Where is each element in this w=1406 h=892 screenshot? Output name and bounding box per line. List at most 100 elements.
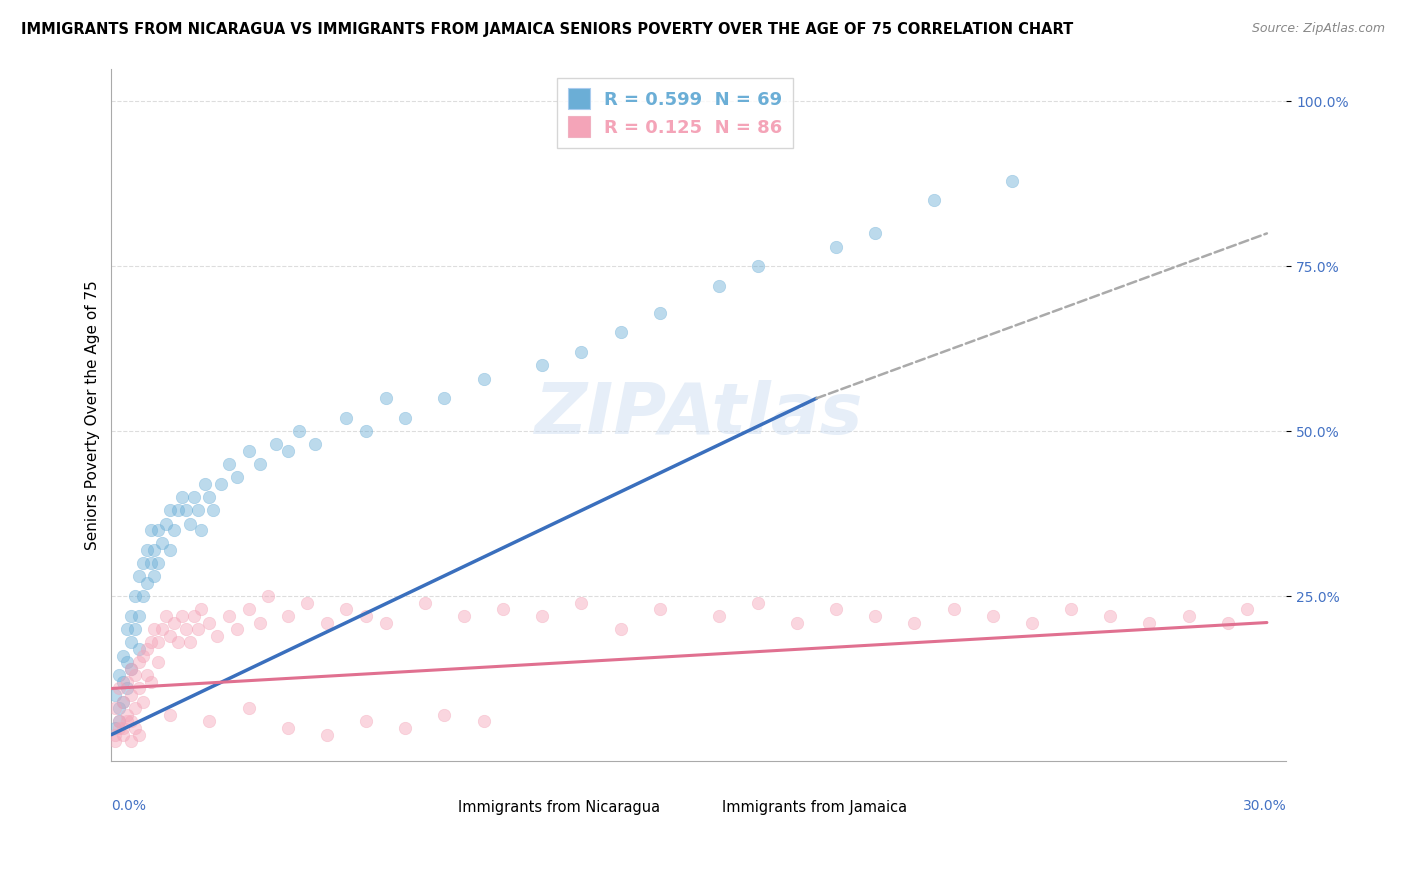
Point [531, 609, 554, 624]
Point [108, 721, 131, 735]
Point [394, 411, 416, 425]
Point [128, 728, 150, 742]
Point [277, 444, 299, 458]
Point [115, 707, 138, 722]
Point [187, 503, 209, 517]
Point [104, 721, 127, 735]
Point [198, 714, 221, 729]
Point [120, 635, 142, 649]
Point [453, 609, 475, 624]
Point [139, 556, 162, 570]
Point [159, 503, 181, 517]
Point [786, 615, 808, 630]
Text: 30.0%: 30.0% [1243, 799, 1286, 814]
Point [120, 734, 142, 748]
Point [190, 523, 212, 537]
Point [163, 615, 186, 630]
Point [922, 194, 945, 208]
Point [354, 424, 377, 438]
Point [1099, 609, 1122, 624]
Point [209, 477, 232, 491]
Point [825, 602, 848, 616]
Point [609, 622, 631, 636]
Point [148, 635, 170, 649]
Point [115, 681, 138, 696]
Point [104, 701, 127, 715]
Point [218, 609, 240, 624]
Point [150, 536, 173, 550]
Point [155, 609, 177, 624]
Point [571, 345, 593, 359]
Point [112, 695, 135, 709]
Point [981, 609, 1004, 624]
Point [124, 589, 146, 603]
Point [825, 239, 848, 253]
Point [198, 490, 221, 504]
Point [108, 681, 131, 696]
Point [304, 437, 326, 451]
Point [335, 411, 357, 425]
Point [128, 609, 150, 624]
Point [472, 371, 495, 385]
Point [202, 503, 225, 517]
Point [148, 655, 170, 669]
Point [124, 668, 146, 682]
Point [354, 609, 377, 624]
Point [132, 556, 155, 570]
Point [863, 227, 886, 241]
Point [170, 490, 193, 504]
Point [257, 589, 280, 603]
Point [132, 648, 155, 663]
Point [413, 596, 436, 610]
Point [120, 714, 142, 729]
Text: Immigrants from Jamaica: Immigrants from Jamaica [723, 800, 907, 815]
FancyBboxPatch shape [688, 800, 717, 815]
Point [183, 490, 205, 504]
Point [120, 662, 142, 676]
Point [139, 635, 162, 649]
Point [132, 695, 155, 709]
Point [1001, 174, 1024, 188]
Point [1216, 615, 1239, 630]
Text: 0.0%: 0.0% [111, 799, 146, 814]
Point [863, 609, 886, 624]
Point [104, 688, 127, 702]
Point [143, 569, 166, 583]
Point [115, 714, 138, 729]
Point [148, 556, 170, 570]
Point [148, 523, 170, 537]
Point [374, 615, 396, 630]
Point [135, 668, 157, 682]
Point [183, 609, 205, 624]
Point [170, 609, 193, 624]
FancyBboxPatch shape [423, 800, 453, 815]
Point [297, 596, 319, 610]
Point [238, 602, 260, 616]
Point [1137, 615, 1160, 630]
Point [571, 596, 593, 610]
Point [472, 714, 495, 729]
Point [374, 392, 396, 406]
Point [155, 516, 177, 531]
Point [104, 728, 127, 742]
Point [112, 728, 135, 742]
Point [218, 457, 240, 471]
Point [238, 701, 260, 715]
Point [108, 668, 131, 682]
Point [225, 470, 247, 484]
Point [531, 359, 554, 373]
Point [225, 622, 247, 636]
Point [120, 609, 142, 624]
Point [249, 457, 271, 471]
Point [128, 641, 150, 656]
Point [135, 641, 157, 656]
Point [249, 615, 271, 630]
Point [198, 615, 221, 630]
Text: ZIPAtlas: ZIPAtlas [534, 380, 863, 450]
Text: Source: ZipAtlas.com: Source: ZipAtlas.com [1251, 22, 1385, 36]
Point [264, 437, 287, 451]
Point [128, 681, 150, 696]
Point [167, 635, 190, 649]
Point [1236, 602, 1258, 616]
Point [135, 576, 157, 591]
